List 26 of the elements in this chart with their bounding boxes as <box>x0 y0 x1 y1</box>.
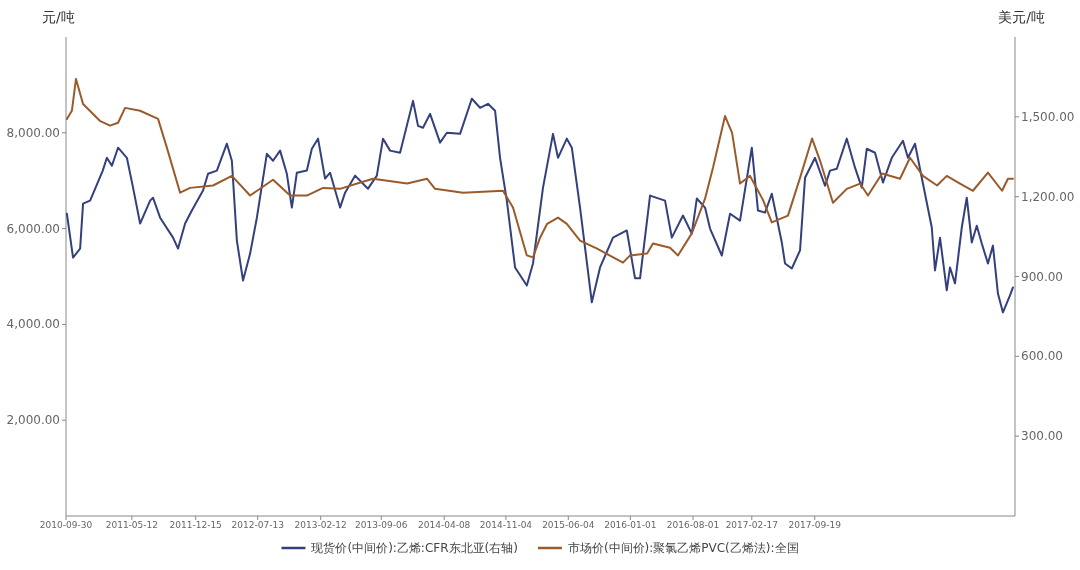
x-tick-label: 2016-08-01 <box>666 520 720 530</box>
y-axis-title: 元/吨 <box>42 9 75 25</box>
y2-tick-label: 900.00 <box>1021 269 1063 284</box>
y2-tick-label: 600.00 <box>1021 349 1063 364</box>
x-tick-label: 2012-07-13 <box>231 520 284 530</box>
x-tick-label: 2013-09-06 <box>355 520 408 530</box>
x-tick-label: 2016-01-01 <box>604 520 657 530</box>
y-tick-label: 6,000.00 <box>6 221 60 236</box>
y2-tick-label: 300.00 <box>1021 429 1063 444</box>
y-tick-label: 2,000.00 <box>6 413 60 428</box>
x-tick-label: 2011-05-12 <box>105 520 159 530</box>
x-tick-label: 2013-02-12 <box>294 520 347 530</box>
legend-label: 市场价(中间价):聚氯乙烯PVC(乙烯法):全国 <box>567 541 799 555</box>
x-tick-label: 2014-04-08 <box>418 520 471 530</box>
y2-tick-label: 1,200.00 <box>1021 189 1075 204</box>
x-tick-label: 2017-09-19 <box>788 520 842 530</box>
x-tick-label: 2014-11-04 <box>479 520 533 530</box>
x-tick-label: 2017-02-17 <box>725 520 778 530</box>
y2-tick-label: 1,500.00 <box>1021 109 1075 124</box>
x-tick-label: 2015-06-04 <box>542 520 595 530</box>
y2-axis-title: 美元/吨 <box>998 9 1045 25</box>
legend-label: 现货价(中间价):乙烯:CFR东北亚(右轴) <box>311 541 518 555</box>
y-tick-label: 8,000.00 <box>6 125 60 140</box>
x-tick-label: 2011-12-15 <box>169 520 222 530</box>
y-tick-label: 4,000.00 <box>6 317 60 332</box>
x-tick-label: 2010-09-30 <box>39 520 93 530</box>
